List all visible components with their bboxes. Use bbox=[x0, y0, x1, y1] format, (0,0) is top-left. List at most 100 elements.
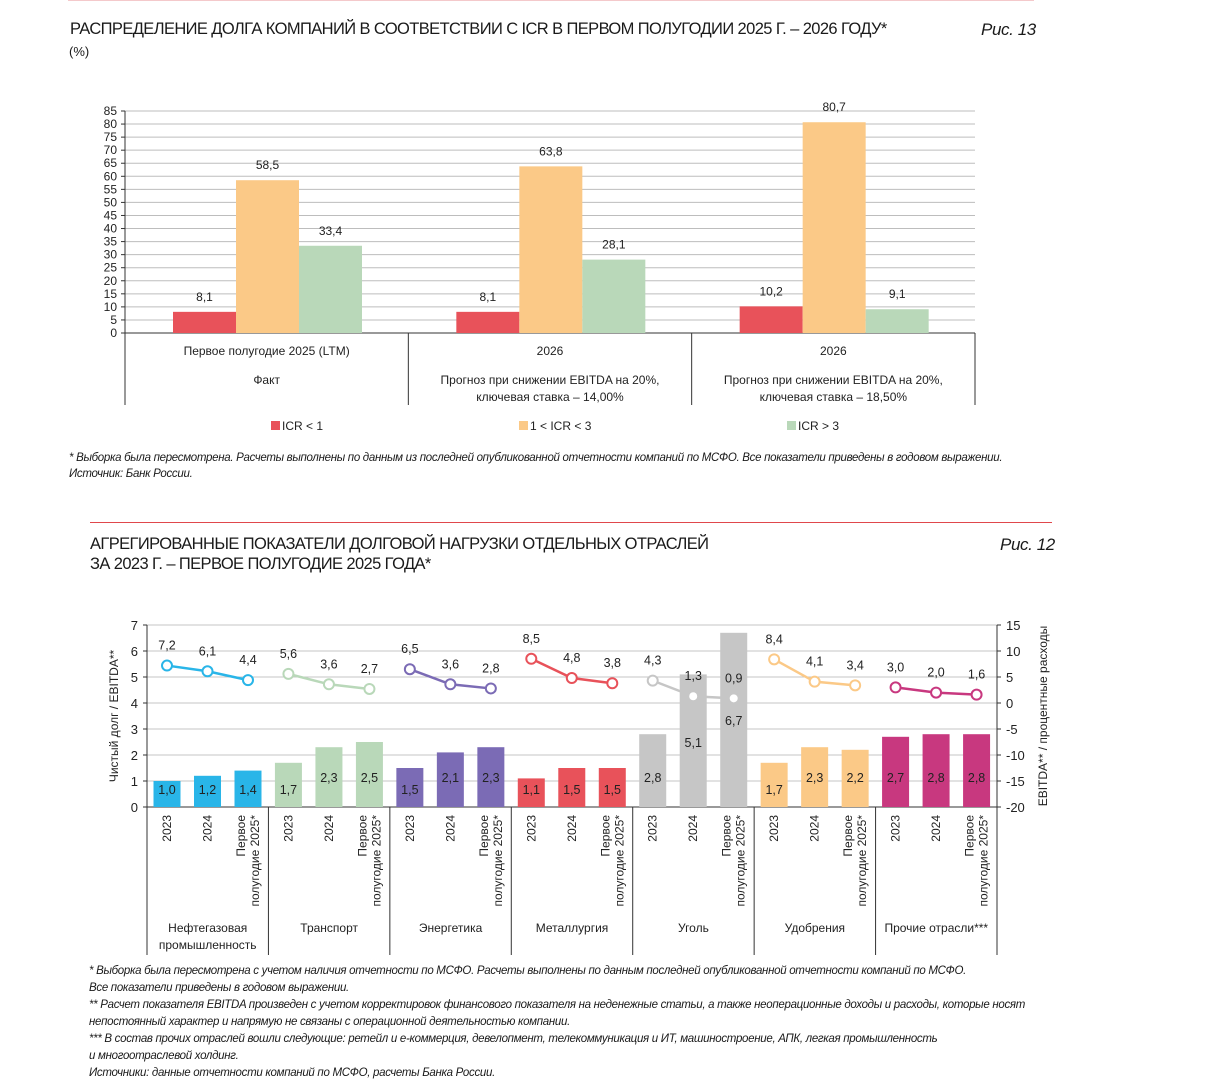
period-label: Первое bbox=[355, 815, 369, 857]
y-tick-label: 40 bbox=[104, 222, 118, 236]
y2-tick-label: 10 bbox=[1006, 644, 1020, 659]
fig13-footnote: * Выборка была пересмотрена. Расчеты вып… bbox=[69, 452, 1003, 464]
period-label: 2024 bbox=[443, 815, 457, 842]
bar-value-label: 1,5 bbox=[401, 783, 418, 797]
bar-value-label: 1,5 bbox=[563, 783, 580, 797]
fig12-note-line: ** Расчет показателя EBITDA произведен с… bbox=[89, 999, 1026, 1011]
fig12-title-line1: АГРЕГИРОВАННЫЕ ПОКАЗАТЕЛИ ДОЛГОВОЙ НАГРУ… bbox=[90, 535, 709, 553]
fig13-unit: (%) bbox=[69, 44, 90, 59]
period-label: 2024 bbox=[201, 815, 215, 842]
bar bbox=[355, 742, 383, 807]
icr-point bbox=[768, 653, 781, 666]
period-label: 2023 bbox=[524, 815, 538, 842]
icr-point bbox=[484, 682, 497, 695]
icr-point bbox=[525, 652, 538, 665]
icr-value-label: 4,1 bbox=[806, 655, 823, 669]
icr-point bbox=[161, 659, 173, 672]
icr-point bbox=[322, 678, 335, 691]
fig12-note-line: непостоянный характер и напрямую не связ… bbox=[89, 1016, 570, 1028]
bar bbox=[639, 734, 667, 807]
bar bbox=[456, 311, 520, 333]
bar-value-label: 2,8 bbox=[644, 771, 661, 785]
icr-value-label: 0,9 bbox=[725, 671, 742, 685]
bar bbox=[153, 781, 181, 807]
period-label: 2024 bbox=[686, 815, 700, 842]
bar-value-label: 1,4 bbox=[239, 783, 256, 797]
bar bbox=[236, 180, 299, 333]
fig12-label: Рис. 12 bbox=[1000, 535, 1055, 554]
icr-value-label: 1,6 bbox=[968, 668, 985, 682]
group-label: Уголь bbox=[678, 921, 709, 935]
y-tick-label: 25 bbox=[104, 261, 118, 275]
top-rule bbox=[68, 0, 1034, 1]
icr-value-label: 1,3 bbox=[685, 669, 702, 683]
y-tick-label: 45 bbox=[104, 208, 118, 222]
bar-value-label: 2,7 bbox=[887, 771, 904, 785]
period-label: 2024 bbox=[929, 815, 943, 842]
bar-value-label: 58,5 bbox=[256, 158, 280, 172]
y2-tick-label: -20 bbox=[1006, 800, 1025, 815]
period-label: 2023 bbox=[767, 815, 781, 842]
y-tick-label: 75 bbox=[104, 130, 118, 144]
fig13-source: Источник: Банк России. bbox=[69, 468, 193, 480]
group-label: Металлургия bbox=[536, 921, 609, 935]
icr-value-label: 6,5 bbox=[401, 642, 418, 656]
icr-point bbox=[849, 679, 862, 692]
bar bbox=[841, 749, 869, 807]
period-label: Первое bbox=[234, 815, 248, 857]
bar-value-label: 1,5 bbox=[604, 783, 621, 797]
bar bbox=[720, 632, 748, 807]
icr-point bbox=[363, 682, 376, 695]
bar bbox=[801, 747, 829, 807]
icr-point bbox=[403, 663, 416, 676]
bar-value-label: 2,8 bbox=[968, 771, 985, 785]
bar bbox=[517, 778, 545, 807]
y-tick-label: 5 bbox=[110, 313, 117, 327]
bar bbox=[396, 768, 424, 807]
y2-tick-label: 15 bbox=[1006, 618, 1020, 633]
bar-value-label: 9,1 bbox=[889, 287, 906, 301]
bar bbox=[963, 734, 991, 807]
icr-value-label: 3,8 bbox=[604, 656, 621, 670]
y-axis-title: Чистый долг / EBITDA** bbox=[107, 650, 121, 783]
category-period: 2026 bbox=[820, 344, 847, 358]
bar-value-label: 5,1 bbox=[685, 736, 702, 750]
bar bbox=[558, 768, 586, 807]
period-label: 2024 bbox=[808, 815, 822, 842]
period-label: полугодие 2025* bbox=[734, 815, 748, 907]
icr-value-label: 3,6 bbox=[442, 657, 459, 671]
period-label: полугодие 2025* bbox=[855, 815, 869, 907]
fig12-note-line: * Выборка была пересмотрена с учетом нал… bbox=[89, 965, 967, 977]
period-label: Первое bbox=[598, 815, 612, 857]
icr-point bbox=[242, 674, 254, 687]
icr-point bbox=[606, 677, 619, 690]
bar-value-label: 8,1 bbox=[479, 290, 496, 304]
group-label: Энергетика bbox=[419, 921, 483, 935]
bar bbox=[234, 770, 262, 807]
y-tick-label: 65 bbox=[104, 156, 118, 170]
y-tick-label: 80 bbox=[104, 117, 118, 131]
legend-label: ICR > 3 bbox=[798, 419, 839, 433]
legend-label: 1 < ICR < 3 bbox=[530, 419, 592, 433]
bar-value-label: 1,7 bbox=[765, 783, 782, 797]
period-label: полугодие 2025* bbox=[612, 815, 626, 907]
y-tick-label: 30 bbox=[104, 248, 118, 262]
period-label: 2023 bbox=[646, 815, 660, 842]
group-label: Удобрения bbox=[785, 921, 845, 935]
y2-tick-label: -5 bbox=[1006, 722, 1018, 737]
icr-point bbox=[444, 678, 457, 691]
period-label: полугодие 2025* bbox=[977, 815, 991, 907]
bar bbox=[922, 734, 950, 807]
category-line1: Прогноз при снижении EBITDA на 20%, bbox=[724, 373, 943, 387]
period-label: 2024 bbox=[565, 815, 579, 842]
bar-value-label: 10,2 bbox=[759, 284, 783, 298]
icr-point bbox=[282, 667, 295, 680]
y-tick-label: 7 bbox=[131, 618, 138, 633]
y2-tick-label: -15 bbox=[1006, 774, 1025, 789]
fig12-note-line: Все показатели приведены в годовом выраж… bbox=[89, 982, 349, 994]
icr-point bbox=[727, 692, 740, 705]
bar-value-label: 80,7 bbox=[822, 100, 846, 114]
icr-value-label: 3,6 bbox=[320, 657, 337, 671]
bar-value-label: 1,2 bbox=[199, 783, 216, 797]
